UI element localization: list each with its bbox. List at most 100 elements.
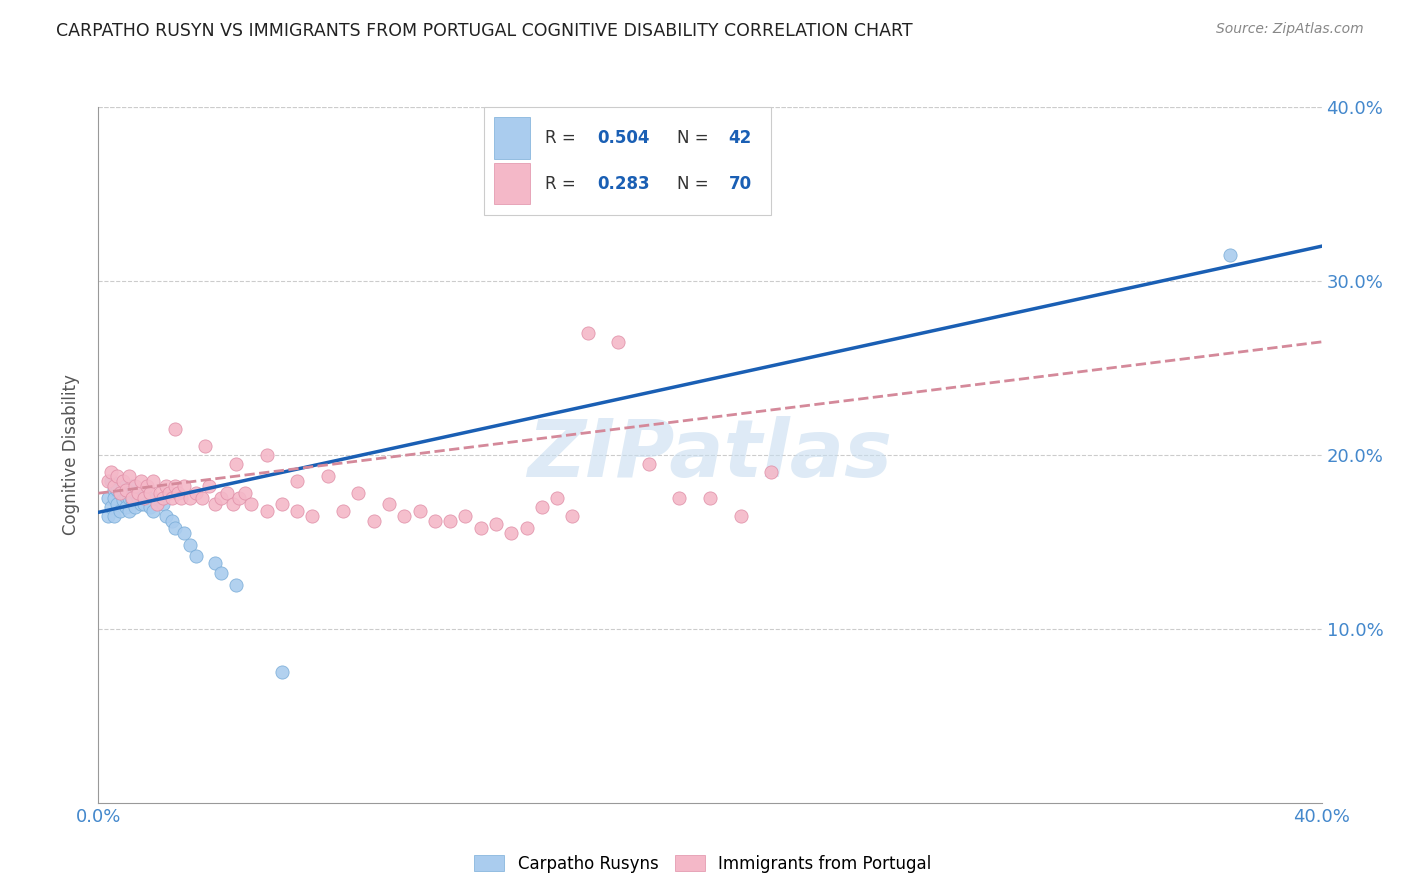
Point <box>285 474 308 488</box>
Point <box>179 538 201 552</box>
Point <box>194 439 217 453</box>
Point <box>108 503 131 517</box>
Text: R =: R = <box>546 129 581 147</box>
Point <box>501 526 523 541</box>
Point <box>222 497 245 511</box>
Point <box>392 508 416 523</box>
FancyBboxPatch shape <box>494 162 530 204</box>
Point <box>191 491 214 506</box>
Point <box>256 503 278 517</box>
Point <box>136 479 159 493</box>
Point <box>111 474 134 488</box>
Point <box>316 468 339 483</box>
Point <box>378 497 401 511</box>
Text: 70: 70 <box>728 175 751 193</box>
Point <box>1219 248 1241 262</box>
Point <box>127 486 149 500</box>
Point <box>105 497 128 511</box>
Point <box>118 468 141 483</box>
Point <box>163 521 186 535</box>
Point <box>270 665 292 680</box>
Point <box>127 491 149 506</box>
Point <box>170 491 193 506</box>
Point <box>157 486 180 500</box>
Point <box>347 486 370 500</box>
Text: ZIPatlas: ZIPatlas <box>527 416 893 494</box>
Point <box>186 486 208 500</box>
Point <box>225 457 247 471</box>
Point <box>129 474 152 488</box>
Point <box>699 491 721 506</box>
Point <box>163 422 186 436</box>
Point <box>118 491 141 506</box>
Point <box>637 457 661 471</box>
Point <box>111 493 134 508</box>
Point <box>115 483 138 497</box>
Point <box>470 521 492 535</box>
Point <box>97 508 120 523</box>
Point <box>152 491 174 506</box>
Text: 0.504: 0.504 <box>598 129 650 147</box>
Y-axis label: Cognitive Disability: Cognitive Disability <box>62 375 80 535</box>
Point <box>103 508 125 523</box>
Text: N =: N = <box>678 129 714 147</box>
Text: 0.283: 0.283 <box>598 175 650 193</box>
Point <box>149 486 172 500</box>
Point <box>155 479 177 493</box>
Point <box>97 474 120 488</box>
Point <box>129 497 152 511</box>
Point <box>160 514 183 528</box>
Text: 42: 42 <box>728 129 752 147</box>
Point <box>134 491 156 506</box>
Point <box>204 556 226 570</box>
Point <box>103 483 125 497</box>
Point <box>173 526 195 541</box>
Point <box>228 491 250 506</box>
Point <box>105 483 128 497</box>
Point <box>607 334 630 349</box>
Point <box>285 503 308 517</box>
Point <box>139 486 162 500</box>
Point <box>516 521 538 535</box>
Point <box>163 479 186 493</box>
Point <box>103 491 125 506</box>
Point <box>454 508 477 523</box>
Point <box>186 549 208 563</box>
Point <box>134 486 156 500</box>
Point <box>730 508 752 523</box>
Point <box>152 497 174 511</box>
Point <box>215 486 238 500</box>
Point <box>124 500 146 514</box>
FancyBboxPatch shape <box>494 118 530 159</box>
Point <box>439 514 461 528</box>
Text: N =: N = <box>678 175 714 193</box>
Point <box>142 503 165 517</box>
Point <box>149 493 172 508</box>
Point <box>256 448 278 462</box>
Point <box>136 490 159 504</box>
Point <box>105 468 128 483</box>
Point <box>142 474 165 488</box>
Point <box>240 497 263 511</box>
Point <box>209 491 232 506</box>
Point <box>576 326 599 340</box>
Point <box>97 491 120 506</box>
Point <box>134 497 156 511</box>
Point <box>103 479 125 493</box>
Point <box>530 500 553 514</box>
Legend: Carpatho Rusyns, Immigrants from Portugal: Carpatho Rusyns, Immigrants from Portuga… <box>468 848 938 880</box>
Point <box>759 466 782 480</box>
Point <box>111 479 134 493</box>
Point <box>145 497 167 511</box>
Point <box>197 479 219 493</box>
Point <box>546 491 568 506</box>
Point <box>108 486 131 500</box>
Point <box>124 479 146 493</box>
Point <box>115 500 138 514</box>
Point <box>668 491 690 506</box>
Point <box>139 500 162 514</box>
FancyBboxPatch shape <box>484 107 772 215</box>
Point <box>209 566 232 581</box>
Text: Source: ZipAtlas.com: Source: ZipAtlas.com <box>1216 22 1364 37</box>
Point <box>485 517 508 532</box>
